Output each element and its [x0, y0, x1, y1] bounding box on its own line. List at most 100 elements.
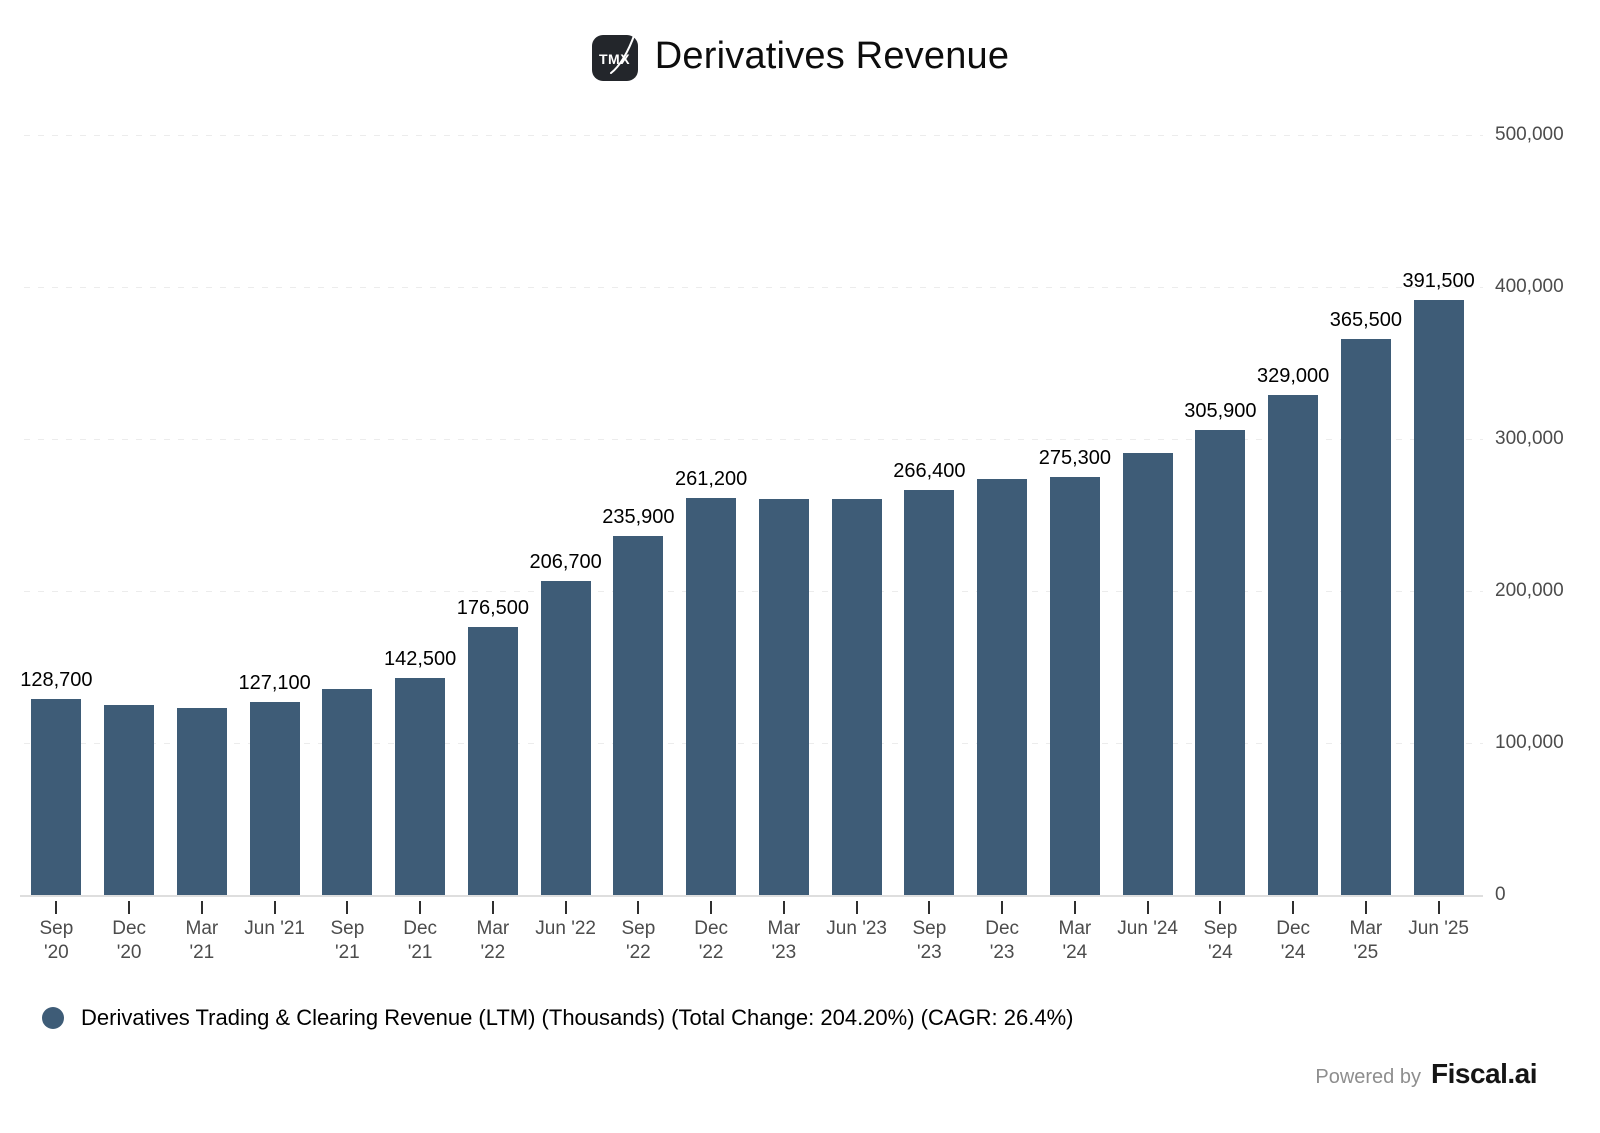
x-tick-cell: Mar '25	[1330, 895, 1403, 965]
x-axis: Sep '20 Dec '20 Mar '21 Jun '21 Sep '21 Dec '21 Mar…	[20, 895, 1475, 973]
bar-jun-22[interactable]	[540, 580, 591, 895]
x-tick-label: Sep	[330, 918, 365, 939]
x-tick-cell: Sep '22	[602, 895, 675, 965]
bar-dec-24[interactable]	[1268, 394, 1319, 895]
bar-slot	[748, 135, 821, 895]
x-tick-label: Mar	[1349, 918, 1383, 939]
x-tick-mark	[128, 901, 131, 914]
bar-dec-22[interactable]	[686, 497, 737, 895]
legend-label: Derivatives Trading & Clearing Revenue (…	[81, 1005, 1074, 1030]
bar-slot	[93, 135, 166, 895]
bar-sep-23[interactable]	[904, 490, 955, 895]
bar-mar-25[interactable]	[1340, 339, 1391, 895]
bar-mar-21[interactable]	[176, 708, 227, 895]
x-tick-cell: Sep '24	[1184, 895, 1257, 965]
bar-value-label: 391,500	[1402, 269, 1475, 292]
bar-value-label: 275,300	[1038, 446, 1112, 469]
tmx-logo-text: TMX	[599, 51, 630, 67]
x-tick-label: Mar	[185, 918, 219, 939]
x-tick-mark	[710, 901, 713, 914]
powered-by-text: Powered by	[1315, 1066, 1421, 1088]
x-tick-label: Dec	[403, 918, 438, 939]
x-tick-label: Jun '25	[1408, 918, 1469, 939]
x-tick-label-year: '24	[1062, 942, 1088, 963]
bar-value-label: 235,900	[602, 506, 675, 529]
x-tick-cell: Dec '24	[1257, 895, 1330, 965]
x-tick-mark	[1292, 901, 1295, 914]
page-title: Derivatives Revenue	[654, 34, 1010, 77]
fiscal-ai-logo[interactable]: Fiscal.ai	[1430, 1058, 1538, 1089]
x-tick-cell: Mar '23	[748, 895, 821, 965]
x-tick-label-year: '22	[698, 942, 724, 963]
x-tick-cell: Jun '22	[529, 895, 602, 941]
x-tick-cell: Dec '22	[675, 895, 748, 965]
y-axis-label: 500,000	[1495, 124, 1564, 145]
x-tick-mark	[855, 901, 858, 914]
bar-value-label: 305,900	[1184, 400, 1257, 423]
x-tick-mark	[200, 901, 203, 914]
gridline	[24, 135, 1483, 136]
plot-area: 128,700 127,100 142,500 176,500 206,700 235,9…	[20, 135, 1483, 897]
bar-dec-20[interactable]	[104, 705, 155, 895]
x-tick-cell: Dec '21	[384, 895, 457, 965]
x-tick-mark	[419, 901, 422, 914]
gridline	[24, 287, 1483, 288]
x-tick-label: Mar	[767, 918, 801, 939]
bar-jun-25[interactable]	[1413, 299, 1464, 895]
x-tick-label-year: '22	[480, 942, 506, 963]
x-tick-label-year: '22	[625, 942, 651, 963]
bar-dec-21[interactable]	[395, 678, 446, 895]
x-tick-label-year: '21	[189, 942, 215, 963]
bar-sep-24[interactable]	[1195, 430, 1246, 895]
x-tick-mark	[928, 901, 931, 914]
x-tick-cell: Mar '22	[457, 895, 530, 965]
x-tick-cell: Mar '24	[1039, 895, 1112, 965]
legend-item[interactable]: Derivatives Trading & Clearing Revenue (…	[42, 1005, 1073, 1031]
gridline	[24, 439, 1483, 440]
x-tick-label: Dec	[1276, 918, 1311, 939]
y-axis-label: 0	[1495, 884, 1506, 905]
x-tick-cell: Dec '23	[966, 895, 1039, 965]
footer: Powered by Fiscal.ai	[1315, 1058, 1537, 1090]
x-tick-label: Jun '22	[535, 918, 596, 939]
x-tick-label: Mar	[1058, 918, 1092, 939]
bar-slot	[1184, 135, 1257, 895]
x-tick-label-year: '24	[1280, 942, 1306, 963]
tmx-logo-swoosh	[609, 32, 636, 74]
bar-slot	[1330, 135, 1403, 895]
x-tick-mark	[1073, 901, 1076, 914]
x-tick-cell: Jun '25	[1402, 895, 1475, 941]
bar-slot	[457, 135, 530, 895]
bar-jun-24[interactable]	[1122, 453, 1173, 895]
x-tick-mark	[782, 901, 785, 914]
x-tick-mark	[1437, 901, 1440, 914]
gridline	[24, 591, 1483, 592]
bar-value-label: 261,200	[674, 467, 748, 490]
x-tick-cell: Jun '21	[238, 895, 311, 941]
bar-sep-21[interactable]	[322, 689, 373, 895]
bar-slot	[966, 135, 1039, 895]
x-tick-cell: Sep '20	[20, 895, 93, 965]
bar-sep-22[interactable]	[613, 536, 664, 895]
bar-mar-24[interactable]	[1049, 476, 1100, 895]
x-axis-line	[20, 895, 1483, 897]
x-tick-mark	[491, 901, 494, 914]
bar-jun-21[interactable]	[249, 701, 300, 895]
x-tick-label: Sep	[621, 918, 656, 939]
y-axis: 500,000 400,000 300,000 200,000 100,000 0	[1495, 124, 1595, 905]
bar-dec-23[interactable]	[977, 478, 1028, 895]
bar-slot	[675, 135, 748, 895]
y-axis-label: 200,000	[1495, 580, 1564, 601]
x-tick-label: Dec	[112, 918, 147, 939]
bar-slot	[820, 135, 893, 895]
x-tick-label: Jun '23	[826, 918, 887, 939]
x-tick-mark	[346, 901, 349, 914]
bar-mar-22[interactable]	[467, 626, 518, 895]
bar-mar-23[interactable]	[758, 498, 809, 895]
bar-sep-20[interactable]	[31, 699, 82, 895]
bar-slot	[311, 135, 384, 895]
bar-jun-23[interactable]	[831, 499, 882, 895]
x-tick-label-year: '23	[989, 942, 1015, 963]
x-tick-mark	[1001, 901, 1004, 914]
